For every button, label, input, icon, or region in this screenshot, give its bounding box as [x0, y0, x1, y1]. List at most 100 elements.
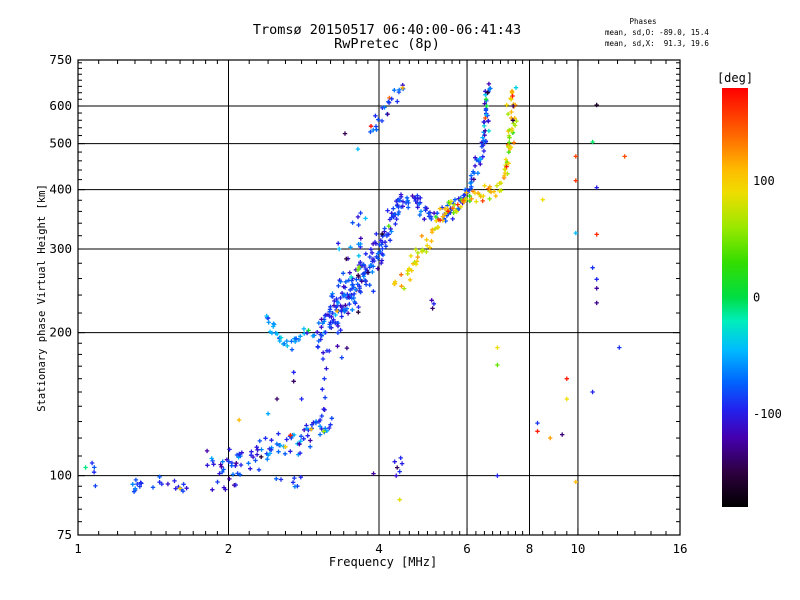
data-point — [221, 467, 226, 472]
data-point — [424, 206, 429, 211]
data-point — [150, 485, 156, 490]
data-point — [298, 434, 304, 439]
data-point — [291, 379, 296, 384]
data-point — [475, 171, 481, 176]
data-point — [426, 211, 431, 216]
data-point — [389, 211, 394, 216]
phases-mean-x: mean, sd,X: 91.3, 19.6 — [605, 39, 709, 48]
data-point — [321, 350, 326, 355]
data-point — [422, 217, 427, 222]
data-point — [433, 214, 439, 220]
data-point — [349, 296, 355, 301]
colorbar — [722, 88, 748, 507]
data-point — [173, 486, 178, 491]
data-point — [502, 173, 507, 179]
data-point — [356, 253, 361, 258]
data-point — [327, 425, 332, 431]
data-point — [282, 451, 288, 456]
data-point — [292, 475, 297, 481]
data-point — [368, 124, 374, 129]
data-point — [514, 118, 519, 124]
data-point — [267, 451, 273, 456]
data-point — [410, 193, 415, 199]
data-point — [495, 362, 500, 368]
data-point — [263, 436, 268, 441]
data-point — [356, 222, 361, 228]
data-point — [437, 218, 443, 223]
data-point — [284, 338, 289, 344]
data-point — [327, 307, 333, 312]
data-point — [379, 260, 384, 266]
colorbar-tick-label: 0 — [753, 291, 760, 305]
data-point — [484, 103, 489, 109]
data-point — [379, 258, 385, 263]
data-point — [458, 204, 464, 210]
data-point — [398, 455, 403, 461]
data-point — [333, 312, 338, 318]
data-point — [368, 247, 374, 252]
data-point — [237, 472, 243, 477]
data-point — [218, 462, 223, 467]
data-point — [394, 216, 399, 222]
data-point — [347, 270, 352, 275]
data-point — [349, 274, 354, 280]
y-tick-label: 600 — [49, 98, 72, 113]
data-point — [402, 286, 407, 291]
x-tick-label: 16 — [672, 541, 687, 556]
data-point — [481, 138, 486, 143]
data-point — [328, 320, 333, 325]
tick-labels: 1 2 4 6 8 10 16 75 100 200 300 400 500 600 750 — [49, 52, 687, 556]
data-point — [316, 338, 321, 344]
data-point — [387, 95, 392, 101]
data-point — [386, 223, 391, 229]
data-point — [548, 435, 553, 441]
data-point — [406, 205, 411, 210]
colorbar-tick-label: -100 — [753, 407, 782, 421]
data-point — [337, 246, 342, 252]
data-point — [385, 208, 390, 213]
data-point — [400, 85, 405, 91]
data-point — [507, 135, 512, 140]
data-point — [407, 277, 413, 282]
data-point — [290, 480, 296, 485]
data-point — [254, 445, 259, 450]
data-point — [437, 206, 443, 211]
data-point — [289, 347, 295, 352]
data-point — [370, 256, 376, 262]
data-point — [350, 307, 355, 312]
data-point — [215, 479, 220, 485]
data-point — [328, 422, 333, 427]
data-point — [305, 433, 310, 438]
data-point — [573, 178, 578, 183]
data-point — [357, 286, 362, 291]
data-point — [283, 444, 288, 449]
plot-frame-and-ticks — [77, 59, 681, 536]
data-point — [349, 286, 355, 291]
data-point — [133, 477, 139, 483]
data-point — [352, 291, 357, 297]
data-point — [304, 330, 310, 336]
data-point — [367, 282, 372, 288]
x-tick-label: 1 — [74, 541, 82, 556]
data-point — [371, 289, 376, 294]
data-point — [358, 236, 363, 241]
data-point — [474, 199, 479, 204]
data-point — [573, 230, 578, 236]
data-point — [210, 487, 215, 492]
data-point — [338, 279, 343, 284]
data-point — [379, 242, 384, 247]
data-point — [353, 287, 359, 292]
data-point — [415, 250, 421, 256]
data-point — [289, 435, 294, 441]
data-point — [237, 451, 242, 457]
data-point — [362, 278, 368, 283]
data-point — [264, 313, 269, 319]
data-point — [223, 487, 228, 492]
data-point — [535, 429, 540, 434]
data-point — [382, 105, 387, 110]
data-point — [322, 313, 328, 318]
data-point — [365, 270, 371, 275]
data-point — [594, 277, 599, 282]
data-point — [594, 232, 599, 237]
data-point — [424, 249, 429, 255]
